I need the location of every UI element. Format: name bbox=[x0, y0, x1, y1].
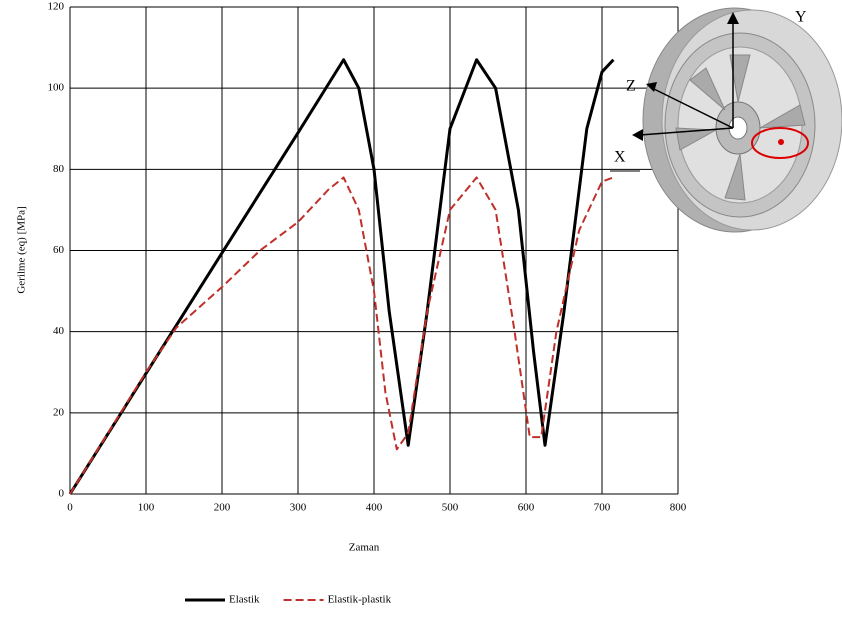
y-tick-label: 80 bbox=[53, 163, 65, 175]
y-tick-label: 0 bbox=[59, 488, 65, 500]
series-line bbox=[68, 58, 615, 495]
legend-label: Elastik-plastik bbox=[328, 594, 392, 606]
x-tick-label: 600 bbox=[518, 502, 535, 514]
x-tick-label: 200 bbox=[214, 502, 231, 514]
y-tick-label: 120 bbox=[48, 1, 65, 13]
y-tick-label: 20 bbox=[53, 406, 65, 418]
y-axis-label: Gerilme (eq) [MPa] bbox=[16, 206, 28, 293]
wheel-illustration: Y Z X bbox=[610, 7, 842, 233]
y-tick-label: 60 bbox=[53, 244, 65, 256]
series-line bbox=[69, 176, 614, 495]
y-tick-label: 40 bbox=[53, 325, 65, 337]
x-tick-label: 700 bbox=[594, 502, 611, 514]
axis-label-y-dir: Y bbox=[795, 9, 807, 26]
axis-label-z-dir: Z bbox=[626, 78, 636, 95]
x-tick-label: 400 bbox=[366, 502, 383, 514]
x-tick-label: 500 bbox=[442, 502, 459, 514]
x-tick-label: 0 bbox=[67, 502, 73, 514]
x-tick-label: 100 bbox=[138, 502, 155, 514]
x-tick-label: 800 bbox=[670, 502, 687, 514]
x-tick-label: 300 bbox=[290, 502, 307, 514]
axis-label-x-dir: X bbox=[614, 149, 626, 166]
y-tick-label: 100 bbox=[48, 82, 65, 94]
legend-label: Elastik bbox=[229, 594, 260, 606]
x-axis-label: Zaman bbox=[349, 542, 380, 554]
